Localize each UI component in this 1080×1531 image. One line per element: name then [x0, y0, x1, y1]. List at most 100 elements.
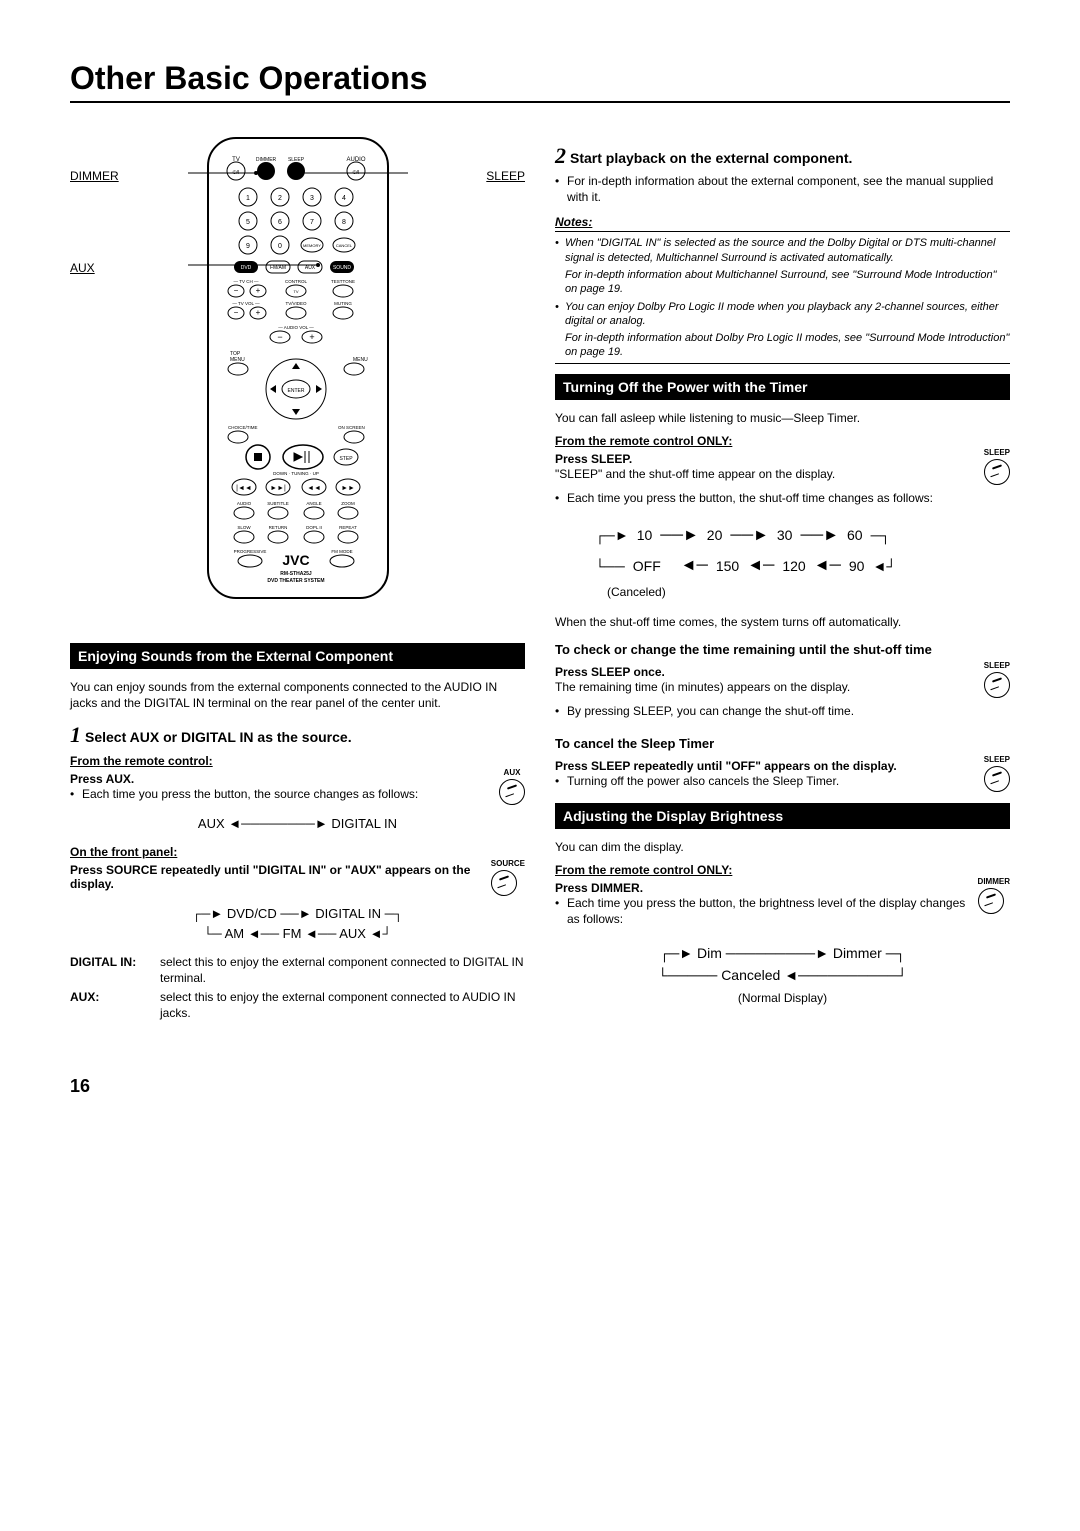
check-bullet: By pressing SLEEP, you can change the sh… [555, 703, 978, 719]
check-desc: The remaining time (in minutes) appears … [555, 679, 978, 695]
svg-text:−: − [233, 308, 238, 317]
press-sleep: Press SLEEP. [555, 452, 978, 466]
note-1a: When "DIGITAL IN" is selected as the sou… [555, 236, 1010, 265]
from-remote-label: From the remote control: [70, 754, 525, 768]
svg-text:RETURN: RETURN [268, 525, 287, 530]
section-external-component: Enjoying Sounds from the External Compon… [70, 643, 525, 669]
svg-text:+: + [255, 286, 260, 295]
svg-text:AUDIO: AUDIO [236, 501, 251, 506]
remote-svg: TV ⏻/I DIMMER SLEEP AUDIO ⏻/I 1 2 3 4 5 … [188, 133, 408, 603]
svg-text:6: 6 [278, 219, 282, 226]
svg-text:2: 2 [278, 195, 282, 202]
svg-text:DVD THEATER SYSTEM: DVD THEATER SYSTEM [267, 578, 324, 584]
on-front-panel-label: On the front panel: [70, 845, 525, 859]
svg-text:RM-STHA25J: RM-STHA25J [280, 571, 312, 577]
svg-text:−: − [233, 286, 238, 295]
svg-text:SLOW: SLOW [237, 525, 251, 530]
svg-text:⏻/I: ⏻/I [232, 170, 239, 176]
svg-text:CONTROL: CONTROL [284, 279, 306, 284]
svg-text:ON SCREEN: ON SCREEN [338, 425, 365, 430]
note-1b: For in-depth information about Multichan… [555, 268, 1010, 297]
press-source: Press SOURCE repeatedly until "DIGITAL I… [70, 863, 485, 891]
sleep-desc: "SLEEP" and the shut-off time appear on … [555, 466, 978, 482]
callout-aux: AUX [70, 261, 95, 275]
svg-text:DVD: DVD [240, 265, 251, 271]
step-2: 2Start playback on the external componen… [555, 143, 1010, 169]
notes-rule-bottom [555, 363, 1010, 364]
source-flow: ┌─► DVD/CD ──► DIGITAL IN ─┐ └─ AM ◄── F… [70, 904, 525, 946]
svg-text:MENU: MENU [353, 357, 368, 363]
svg-text:4: 4 [342, 195, 346, 202]
svg-text:SOUND: SOUND [332, 265, 350, 271]
svg-text:— TV VOL —: — TV VOL — [232, 301, 260, 306]
svg-text:8: 8 [342, 219, 346, 226]
press-dimmer: Press DIMMER. [555, 881, 972, 895]
svg-text:−: − [277, 332, 282, 342]
svg-text:STEP: STEP [339, 456, 353, 462]
aux-bullet: Each time you press the button, the sour… [70, 786, 493, 802]
sleep-button-icon-1: SLEEP [984, 448, 1010, 485]
step2-bullet: For in-depth information about the exter… [555, 173, 1010, 205]
sleep-button-icon-3: SLEEP [984, 755, 1010, 792]
svg-text:PROGRESSIVE: PROGRESSIVE [233, 549, 266, 554]
svg-text:7: 7 [310, 219, 314, 226]
sleep-bullet: Each time you press the button, the shut… [555, 490, 978, 506]
page-number: 16 [70, 1076, 1010, 1097]
source-button-icon: SOURCE [491, 859, 525, 896]
svg-text:ENTER: ENTER [287, 388, 304, 394]
sleep-button-icon-2: SLEEP [984, 661, 1010, 698]
svg-text:0: 0 [278, 243, 282, 250]
notes-header: Notes: [555, 215, 1010, 229]
cancel-bullet: Turning off the power also cancels the S… [555, 773, 978, 789]
callout-sleep: SLEEP [486, 169, 525, 183]
aux-flow: AUX ◄────────► DIGITAL IN [70, 814, 525, 835]
svg-text:ANGLE: ANGLE [306, 501, 321, 506]
svg-text:FM MODE: FM MODE [331, 549, 352, 554]
sleep-flow: ┌─► 10 ──► 20 ──► 30 ──► 60 ─┐ └── OFF ◄… [595, 521, 1010, 605]
title-rule [70, 101, 1010, 103]
section-sleep-timer: Turning Off the Power with the Timer [555, 374, 1010, 400]
svg-text:ZOOM: ZOOM [341, 501, 355, 506]
timer-intro: You can fall asleep while listening to m… [555, 410, 1010, 426]
svg-text:— TV CH —: — TV CH — [233, 279, 258, 284]
svg-text:1: 1 [246, 195, 250, 202]
external-intro: You can enjoy sounds from the external c… [70, 679, 525, 711]
svg-text:DOPL II: DOPL II [306, 525, 322, 530]
svg-text:— AUDIO VOL —: — AUDIO VOL — [278, 325, 314, 330]
svg-text:TV: TV [293, 289, 298, 294]
svg-text:AUX: AUX [304, 265, 315, 271]
svg-text:FM/AM: FM/AM [269, 265, 285, 271]
remote-brand: JVC [282, 552, 309, 568]
step-1: 1Select AUX or DIGITAL IN as the source. [70, 722, 525, 748]
svg-text:|◄◄: |◄◄ [236, 485, 252, 492]
from-remote-only-1: From the remote control ONLY: [555, 434, 1010, 448]
callout-dimmer: DIMMER [70, 169, 119, 183]
from-remote-only-2: From the remote control ONLY: [555, 863, 1010, 877]
svg-text:►►: ►► [341, 485, 355, 492]
press-sleep-off: Press SLEEP repeatedly until "OFF" appea… [555, 759, 978, 773]
svg-text:MEMORY: MEMORY [303, 243, 321, 248]
dim-intro: You can dim the display. [555, 839, 1010, 855]
sleep-after: When the shut-off time comes, the system… [555, 614, 1010, 630]
definitions: DIGITAL IN: select this to enjoy the ext… [70, 955, 525, 1021]
svg-text:CHOICE/TIME: CHOICE/TIME [228, 425, 258, 430]
dimmer-button-icon: DIMMER [978, 877, 1010, 914]
svg-text:DOWN · TUNING · UP: DOWN · TUNING · UP [273, 471, 319, 476]
svg-text:5: 5 [246, 219, 250, 226]
aux-button-icon: AUX [499, 768, 525, 805]
section-brightness: Adjusting the Display Brightness [555, 803, 1010, 829]
check-time-header: To check or change the time remaining un… [555, 642, 1010, 657]
page-title: Other Basic Operations [70, 60, 1010, 97]
cancel-sleep-header: To cancel the Sleep Timer [555, 736, 1010, 751]
note-2a: You can enjoy Dolby Pro Logic II mode wh… [555, 300, 1010, 329]
svg-text:MENU: MENU [230, 357, 245, 363]
svg-text:+: + [309, 332, 314, 342]
svg-text:TESTTONE: TESTTONE [331, 279, 355, 284]
dimmer-flow: ┌─► Dim ─────────► Dimmer ─┐ └───── Canc… [555, 942, 1010, 1009]
svg-text:MUTING: MUTING [334, 301, 352, 306]
press-sleep-once: Press SLEEP once. [555, 665, 978, 679]
svg-text:SUBTITLE: SUBTITLE [267, 501, 289, 506]
dim-bullet: Each time you press the button, the brig… [555, 895, 972, 927]
notes-rule-top [555, 231, 1010, 232]
svg-text:CANCEL: CANCEL [335, 243, 352, 248]
